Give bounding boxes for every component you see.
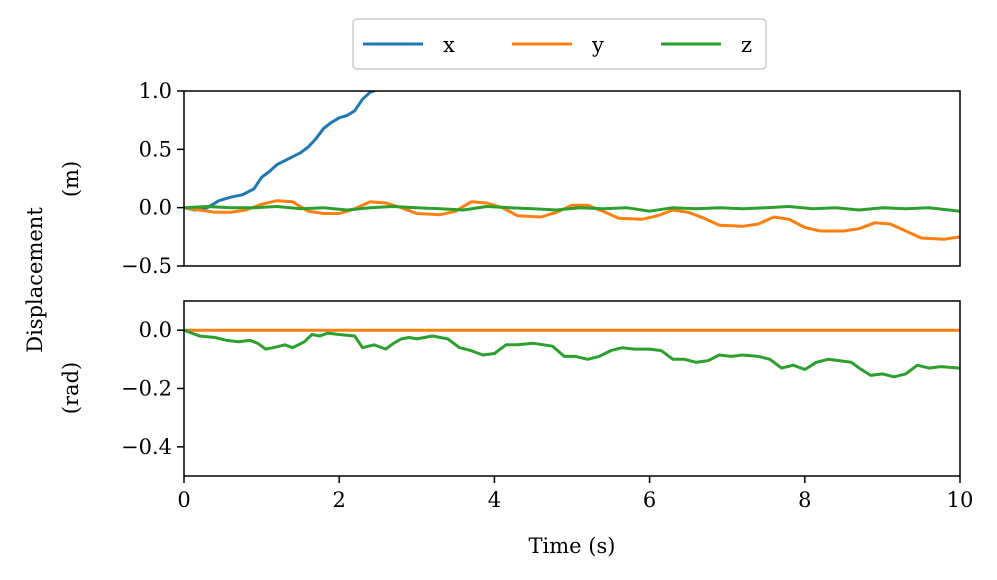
top-ytick-label: 0.5 <box>139 137 172 161</box>
legend-label-x: x <box>443 33 455 57</box>
top-ylabel-unit: (m) <box>59 161 83 197</box>
top-ytick-label: 0.0 <box>139 196 172 220</box>
bottom-series-z <box>184 328 960 379</box>
top-panel: 1.0 0.5 0.0 −0.5 (m) <box>59 79 961 278</box>
bottom-panel: 0.0 −0.2 −0.4 0 2 4 6 8 10 (rad) Time (s) <box>59 300 974 558</box>
top-plot-frame <box>183 90 961 267</box>
bottom-ytick-label: −0.4 <box>121 435 172 459</box>
bottom-ytick-label: −0.2 <box>121 377 172 401</box>
xtick-label: 10 <box>947 488 974 512</box>
xtick-label: 2 <box>333 488 346 512</box>
xtick-label: 8 <box>798 488 811 512</box>
legend-label-y: y <box>591 33 604 57</box>
top-ytick-label: 1.0 <box>139 79 172 103</box>
xtick-label: 0 <box>177 488 190 512</box>
legend-label-z: z <box>741 33 752 57</box>
x-axis-label: Time (s) <box>529 534 616 558</box>
top-series-x <box>184 91 376 212</box>
bottom-ylabel-unit: (rad) <box>59 362 83 414</box>
bottom-plot-frame <box>183 300 961 477</box>
top-series-z <box>184 205 960 213</box>
xtick-label: 4 <box>488 488 501 512</box>
bottom-ytick-label: 0.0 <box>139 318 172 342</box>
legend: x y z <box>352 18 767 70</box>
xtick-label: 6 <box>643 488 656 512</box>
top-series-y <box>184 199 960 241</box>
top-ytick-label: −0.5 <box>121 254 172 278</box>
y-axis-label: Displacement <box>23 207 47 353</box>
